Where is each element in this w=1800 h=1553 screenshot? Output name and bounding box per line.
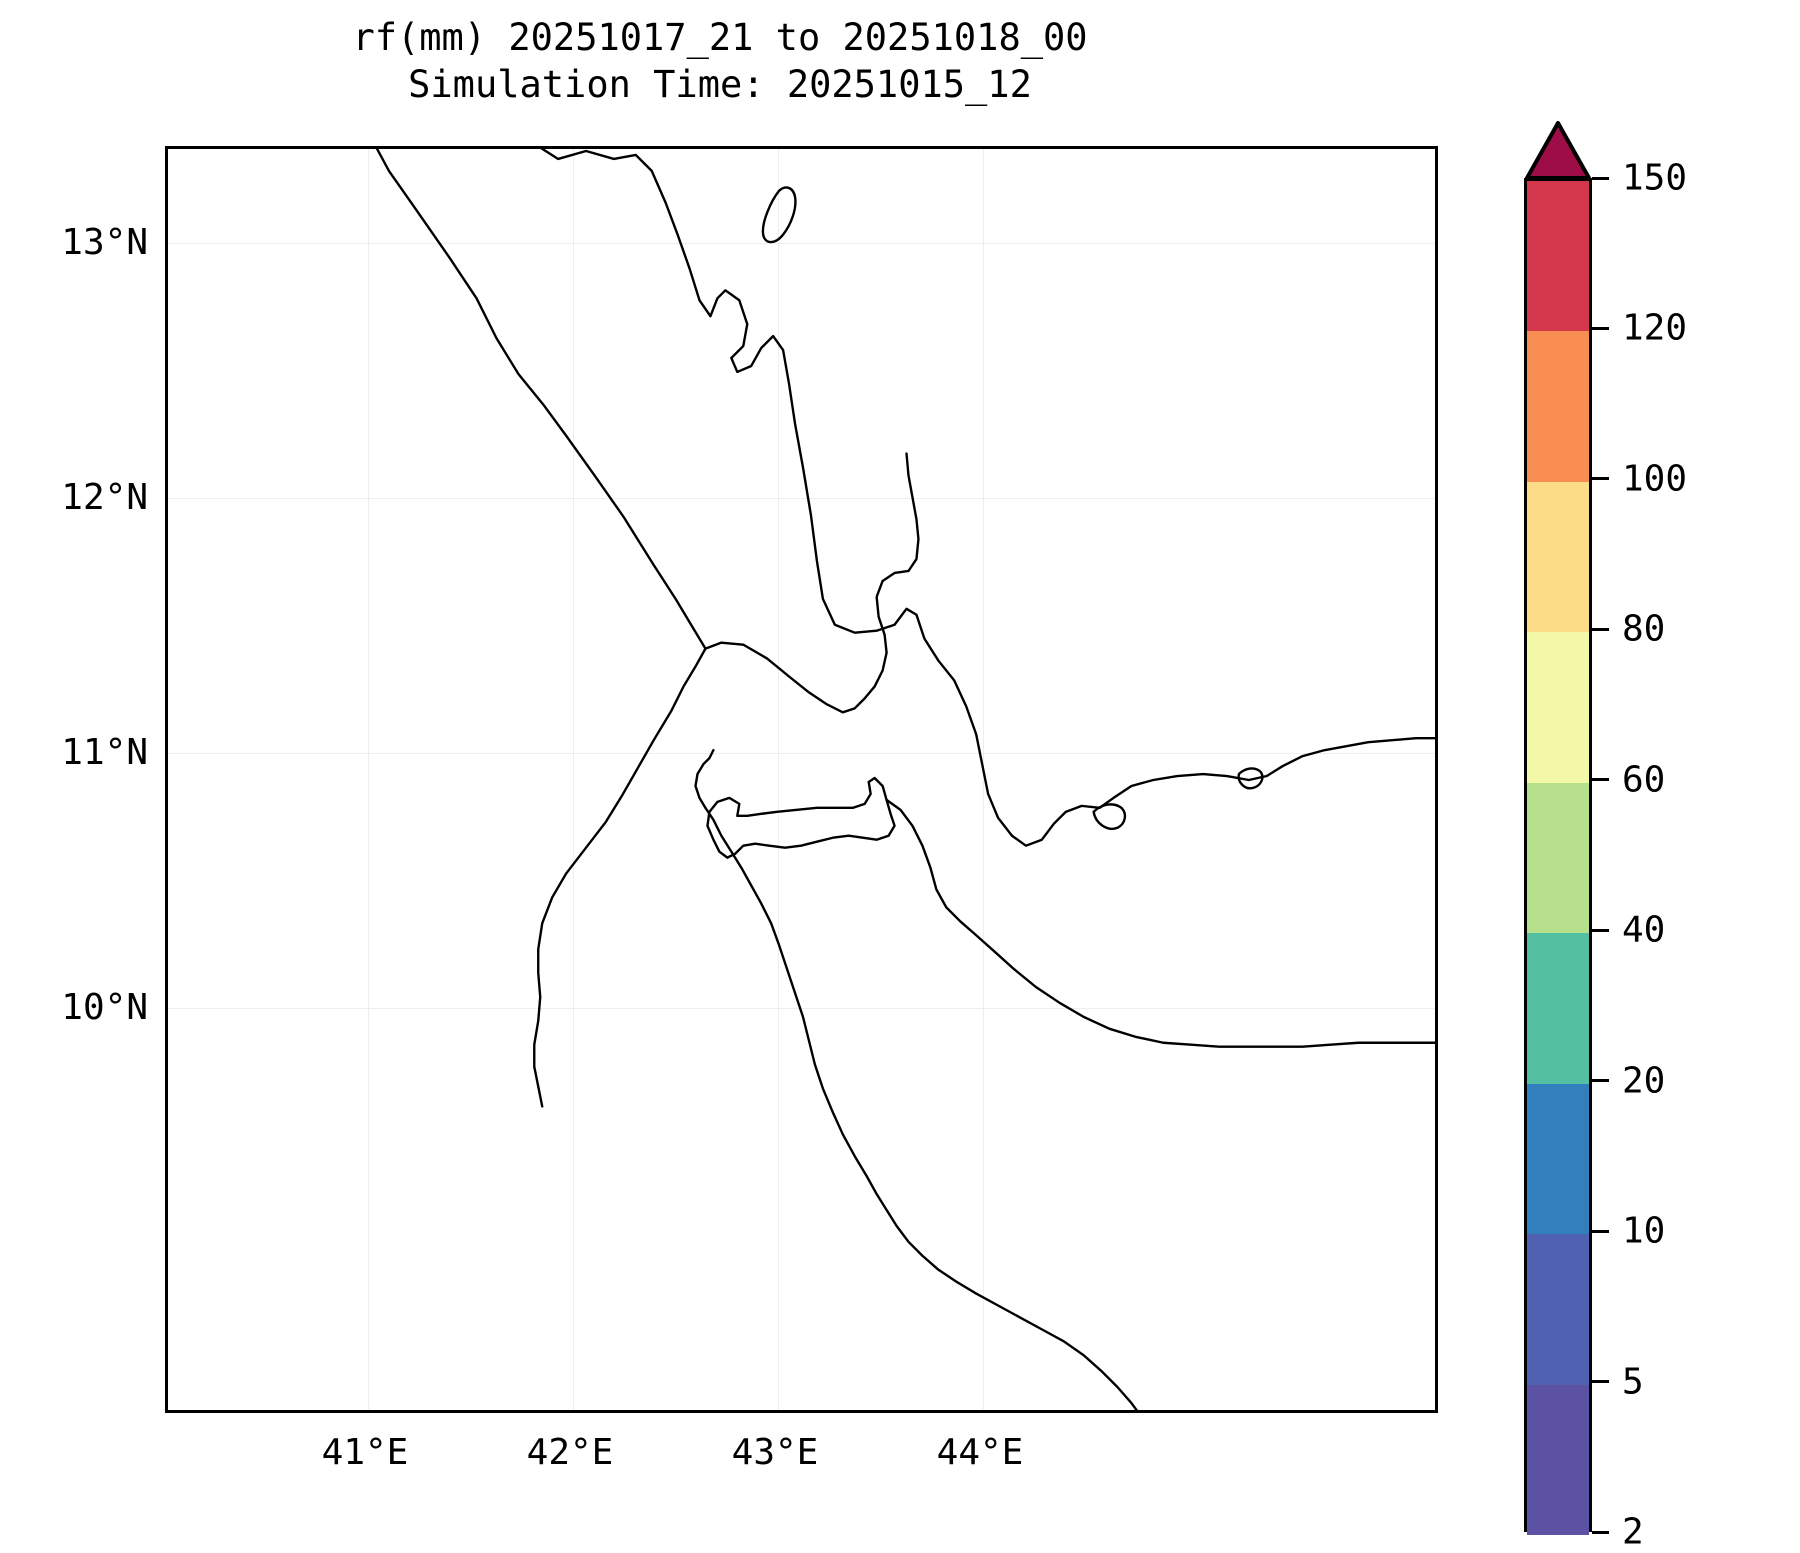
xtick-label-43E: 43°E — [731, 1432, 819, 1473]
colorbar-label-100: 100 — [1622, 458, 1688, 500]
colorbar-label-2: 2 — [1622, 1511, 1644, 1553]
colorbar-band-20-40 — [1527, 933, 1589, 1084]
map-plot-area[interactable] — [165, 146, 1438, 1413]
gridline-lat-10 — [168, 1008, 1435, 1009]
coastal-detail-right-1 — [1092, 803, 1127, 830]
coastline-north-inlet — [540, 149, 1014, 837]
gridline-lat-12 — [168, 498, 1435, 499]
coastline-gulf-of-aden — [1010, 737, 1435, 847]
gridline-lon-44 — [983, 149, 984, 1410]
ytick-label-10N: 10°N — [61, 987, 148, 1028]
gridline-lon-41 — [368, 149, 369, 1410]
colorbar-extend-max-arrow — [1525, 121, 1591, 180]
colorbar-tick-100 — [1592, 477, 1609, 481]
gridline-lat-11 — [168, 753, 1435, 754]
gridlines — [168, 149, 1435, 1410]
colorbar-band-40-60 — [1527, 782, 1589, 934]
colorbar-band-100-120 — [1527, 331, 1589, 482]
gridline-lon-42 — [573, 149, 574, 1410]
colorbar-label-80: 80 — [1622, 608, 1666, 650]
colorbar-label-120: 120 — [1622, 307, 1688, 349]
colorbar-label-20: 20 — [1622, 1060, 1666, 1102]
ytick-label-12N: 12°N — [61, 477, 148, 518]
colorbar-tick-2 — [1592, 1530, 1609, 1534]
chart-title: rf(mm) 20251017_21 to 20251018_00 Simula… — [0, 14, 1440, 109]
border-djibouti-north — [704, 452, 920, 714]
xtick-label-44E: 44°E — [936, 1432, 1024, 1473]
colorbar-band-10-20 — [1527, 1083, 1589, 1235]
coastline-eritrea — [375, 149, 707, 650]
border-junction-detail — [694, 748, 715, 810]
border-djibouti-west — [533, 647, 707, 1108]
colorbar-bands[interactable] — [1524, 178, 1592, 1535]
gulf-of-tadjoura — [706, 776, 896, 859]
colorbar-band-120-150 — [1527, 181, 1589, 332]
coastal-detail-right-2 — [1237, 767, 1264, 790]
coastline-borders-layer — [375, 149, 1435, 1410]
title-line-1: rf(mm) 20251017_21 to 20251018_00 — [352, 16, 1088, 59]
colorbar-band-80-100 — [1527, 481, 1589, 633]
colorbar-tick-5 — [1592, 1380, 1609, 1384]
colorbar-tick-80 — [1592, 627, 1609, 631]
island-outline — [761, 186, 797, 244]
colorbar-label-40: 40 — [1622, 909, 1666, 951]
border-ethiopia-south — [704, 806, 1138, 1410]
colorbar-tick-10 — [1592, 1229, 1609, 1233]
colorbar-tick-150 — [1592, 176, 1609, 180]
colorbar-tick-60 — [1592, 778, 1609, 782]
colorbar-tick-40 — [1592, 928, 1609, 932]
ytick-label-13N: 13°N — [61, 222, 148, 263]
ytick-label-11N: 11°N — [61, 732, 148, 773]
colorbar-band-2-5 — [1527, 1384, 1589, 1535]
border-ethiopia-somaliland-ne — [885, 798, 1435, 1048]
colorbar-band-60-80 — [1527, 632, 1589, 783]
gridline-lon-43 — [778, 149, 779, 1410]
colorbar-label-5: 5 — [1622, 1361, 1644, 1403]
colorbar-label-60: 60 — [1622, 759, 1666, 801]
colorbar-tick-120 — [1592, 326, 1609, 330]
gridline-lat-13 — [168, 243, 1435, 244]
colorbar-label-150: 150 — [1622, 157, 1688, 199]
title-line-2: Simulation Time: 20251015_12 — [408, 63, 1032, 107]
colorbar-band-5-10 — [1527, 1234, 1589, 1385]
xtick-label-41E: 41°E — [321, 1432, 409, 1473]
xtick-label-42E: 42°E — [526, 1432, 614, 1473]
colorbar-label-10: 10 — [1622, 1210, 1666, 1252]
colorbar-tick-20 — [1592, 1079, 1609, 1083]
